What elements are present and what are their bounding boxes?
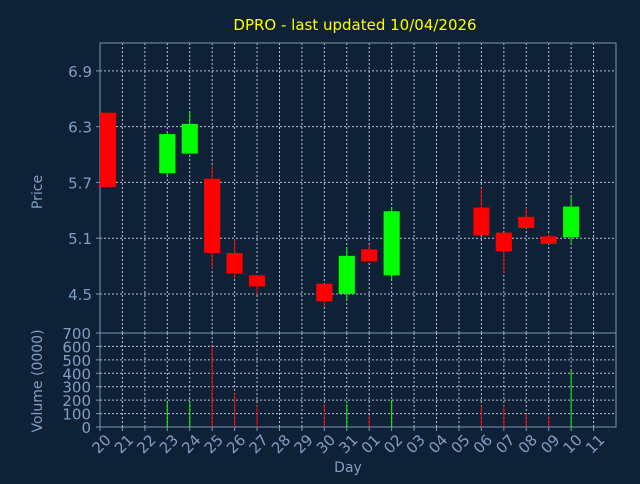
price-tick-label: 5.7 xyxy=(68,174,92,192)
candle-body xyxy=(540,236,557,244)
candle-body xyxy=(383,211,400,276)
volume-tick-label: 400 xyxy=(62,365,91,383)
volume-tick-label: 600 xyxy=(62,338,91,356)
candle-body xyxy=(226,253,243,274)
x-tick-label: 11 xyxy=(582,431,608,457)
candle-body xyxy=(361,249,378,262)
volume-tick-label: 100 xyxy=(62,406,91,424)
price-tick-label: 6.9 xyxy=(68,63,92,81)
candle-body xyxy=(204,178,221,254)
price-axis-label: Price xyxy=(30,175,46,209)
volume-tick-label: 300 xyxy=(62,379,91,397)
candle-body xyxy=(563,206,580,238)
candle-body xyxy=(338,255,355,294)
candle-body xyxy=(100,112,117,188)
candle-body xyxy=(248,275,266,287)
candle-body xyxy=(316,283,333,302)
candle-body xyxy=(518,216,535,228)
volume-tick-label: 700 xyxy=(62,325,91,343)
candle-body xyxy=(473,207,490,236)
price-tick-label: 6.3 xyxy=(68,119,92,137)
volume-tick-label: 200 xyxy=(62,392,91,410)
price-panel-frame xyxy=(99,42,617,334)
candle-body xyxy=(159,134,176,174)
price-tick-label: 4.5 xyxy=(68,286,92,304)
grid-lines xyxy=(100,43,616,427)
volume-tick-label: 0 xyxy=(81,419,91,437)
price-tick-label: 5.1 xyxy=(68,230,92,248)
chart-title: DPRO - last updated 10/04/2026 xyxy=(233,16,476,34)
volume-tick-label: 500 xyxy=(62,352,91,370)
candle-body xyxy=(495,232,512,252)
candle-body xyxy=(181,123,198,154)
x-axis-label: Day xyxy=(334,460,362,476)
volume-axis-label: Volume (0000) xyxy=(30,329,46,432)
volume-panel-frame xyxy=(99,332,617,428)
